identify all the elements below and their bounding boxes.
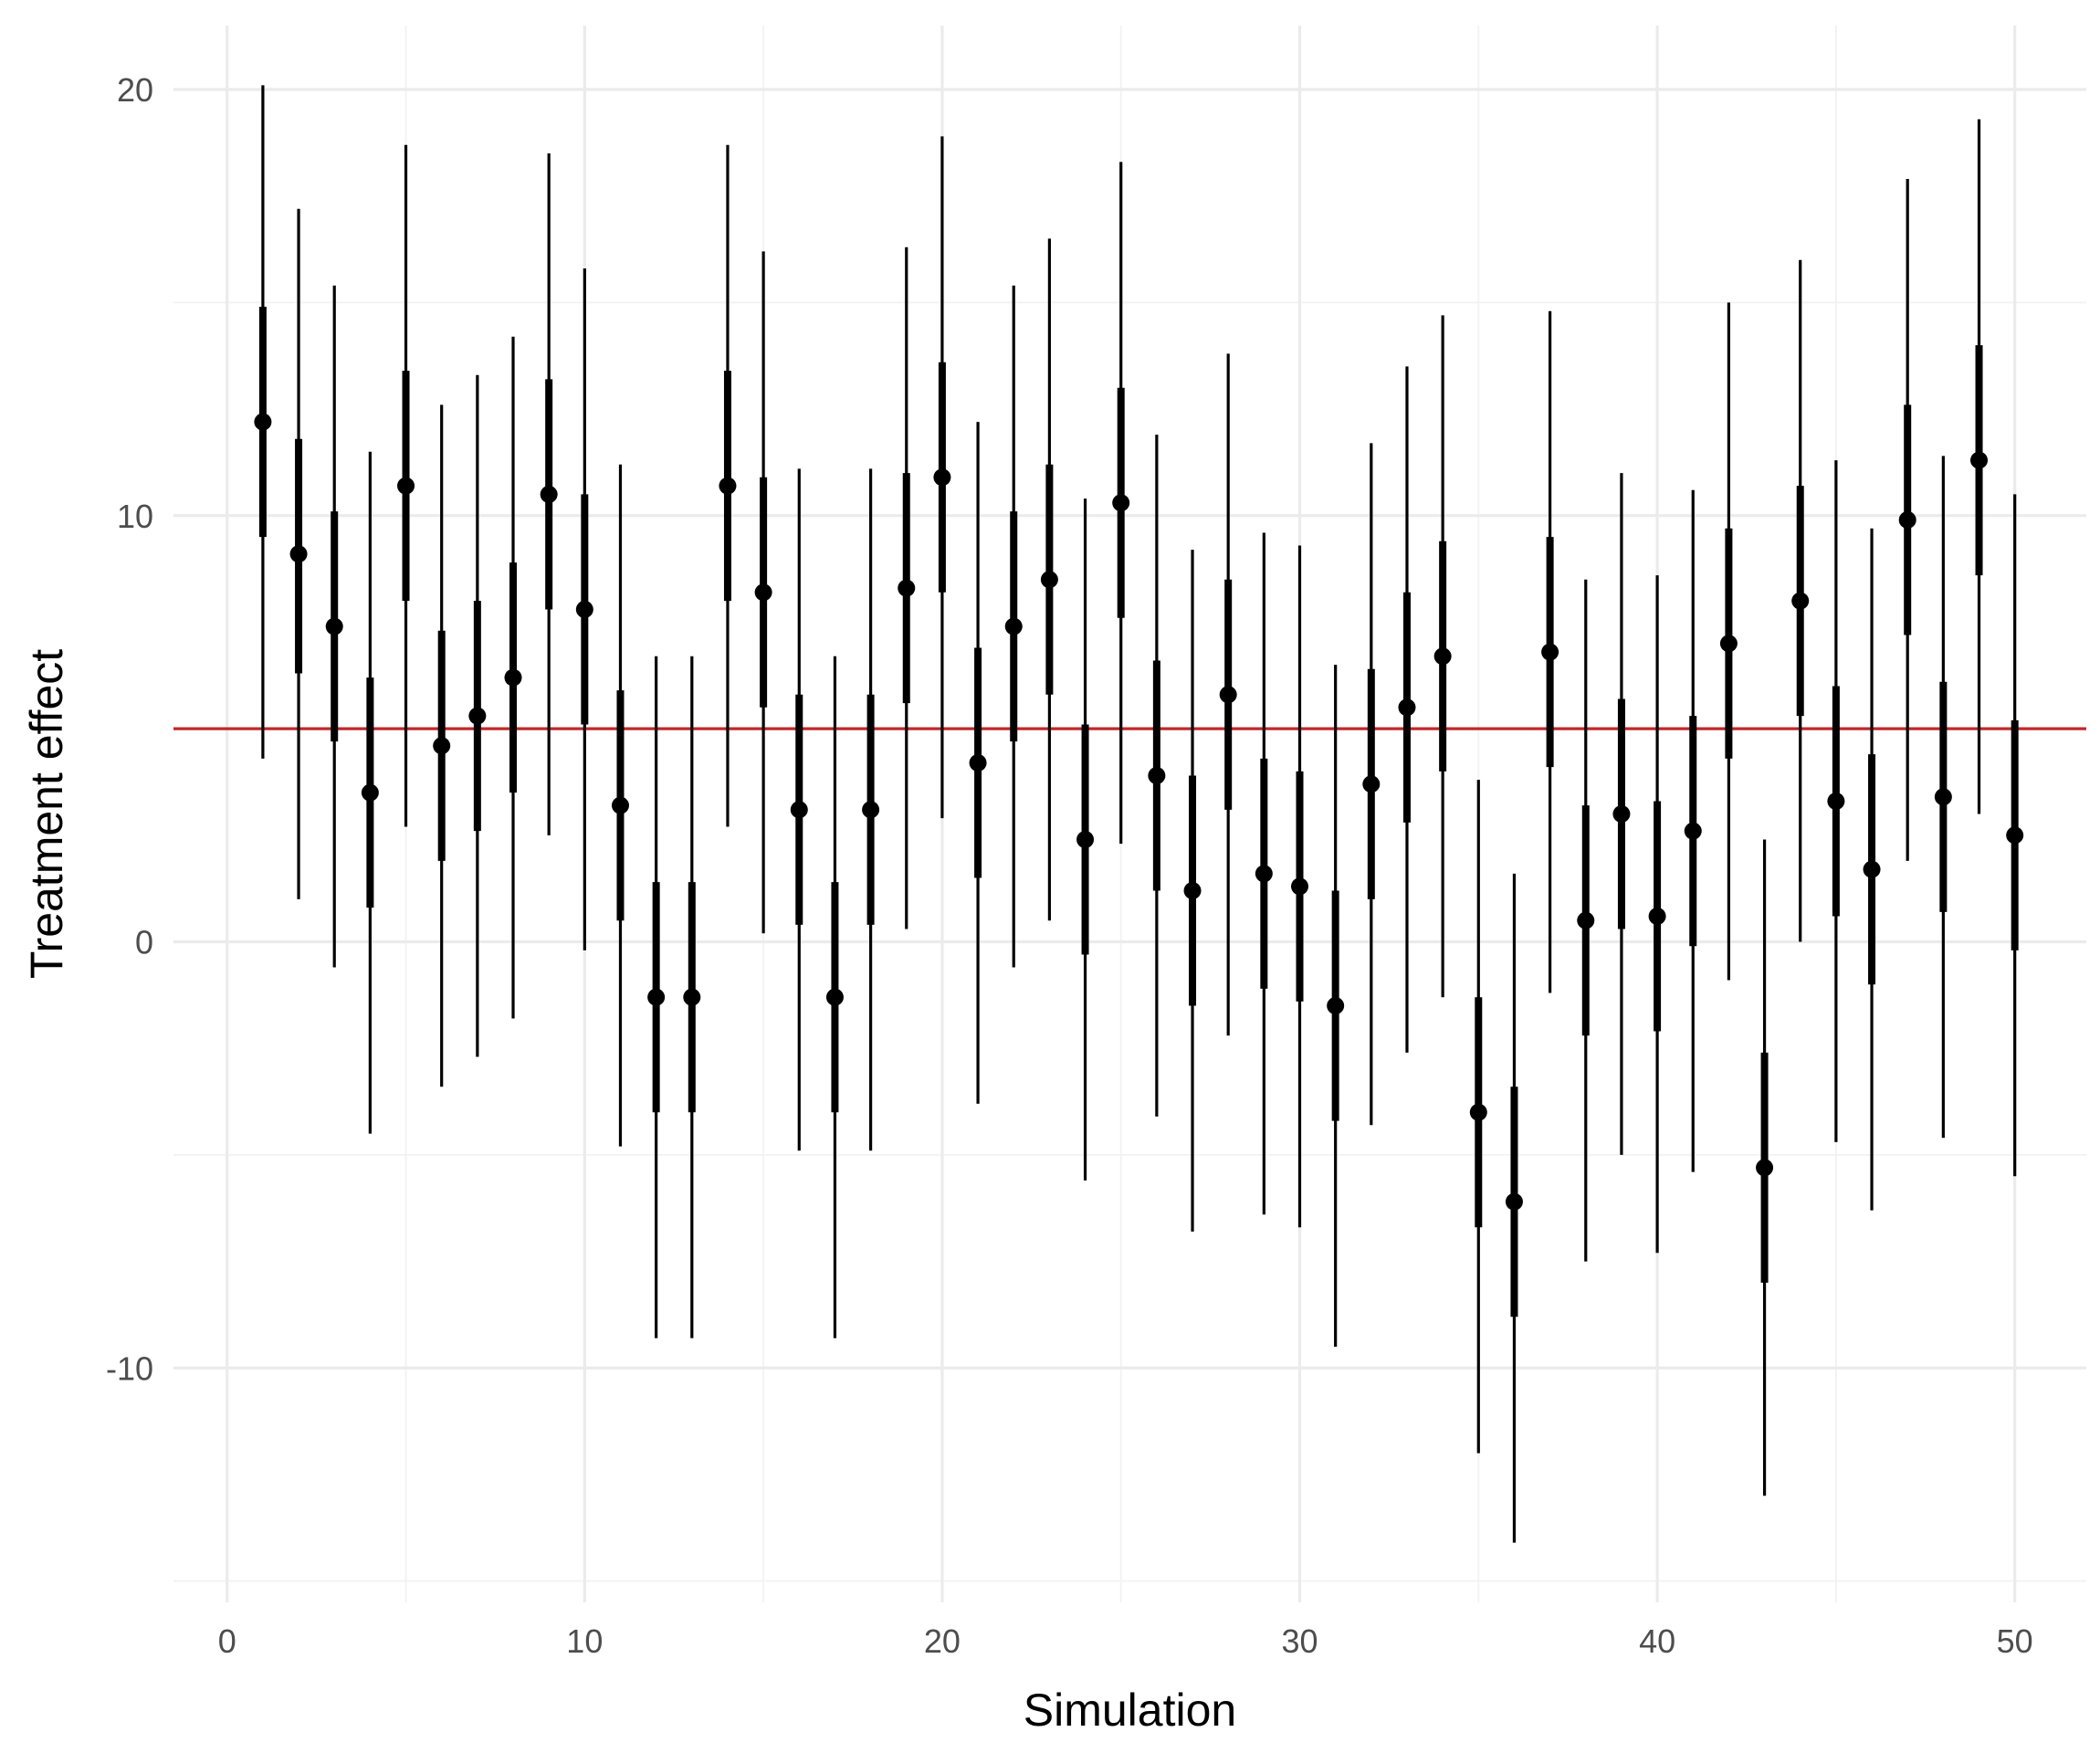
point-estimate xyxy=(1183,882,1202,900)
point-estimate xyxy=(1112,494,1130,512)
point-estimate xyxy=(254,413,272,431)
point-estimate xyxy=(754,583,772,602)
x-tick-label: 40 xyxy=(1639,1622,1675,1660)
point-estimate xyxy=(1541,643,1559,661)
point-estimate xyxy=(825,988,844,1006)
point-estimate xyxy=(361,783,379,802)
point-estimate xyxy=(1898,510,1916,529)
point-estimate xyxy=(1719,635,1738,653)
point-estimate xyxy=(397,477,415,495)
x-tick-label: 50 xyxy=(1997,1622,2033,1660)
point-estimate xyxy=(1469,1103,1487,1121)
point-estimate xyxy=(1291,877,1309,896)
point-estimate xyxy=(790,801,808,819)
point-estimate xyxy=(1255,865,1273,883)
x-axis-title: Simulation xyxy=(1024,1685,1236,1736)
point-estimate xyxy=(1684,822,1702,840)
point-estimate xyxy=(1756,1159,1774,1177)
x-tick-label: 0 xyxy=(218,1622,236,1660)
point-estimate xyxy=(1863,860,1881,878)
y-tick-label: -10 xyxy=(106,1349,153,1387)
point-estimate xyxy=(933,468,951,487)
point-estimate xyxy=(1827,792,1845,810)
point-estimate xyxy=(1040,571,1058,589)
point-estimate xyxy=(719,477,737,495)
point-estimate xyxy=(1398,698,1416,717)
point-estimate xyxy=(898,579,916,597)
point-estimate xyxy=(289,545,308,563)
point-estimate xyxy=(1577,911,1595,929)
point-estimate xyxy=(1362,775,1381,793)
point-estimate xyxy=(1505,1192,1523,1211)
x-tick-label: 30 xyxy=(1281,1622,1318,1660)
x-tick-label: 10 xyxy=(566,1622,603,1660)
point-estimate xyxy=(647,988,666,1006)
point-estimate xyxy=(325,617,343,635)
point-estimate xyxy=(468,707,487,725)
point-estimate xyxy=(969,753,987,772)
point-estimate xyxy=(540,485,558,503)
point-estimate xyxy=(1148,766,1166,784)
point-estimate xyxy=(862,801,880,819)
point-estimate xyxy=(1612,805,1631,823)
point-estimate xyxy=(1791,592,1810,610)
y-tick-label: 0 xyxy=(135,924,153,961)
point-estimate xyxy=(504,668,522,687)
point-estimate xyxy=(1076,831,1095,849)
marks-layer xyxy=(254,85,2024,1543)
point-estimate xyxy=(1219,686,1237,704)
y-tick-label: 10 xyxy=(117,498,153,535)
point-estimate xyxy=(1648,908,1666,926)
point-estimate xyxy=(1970,451,1989,469)
x-tick-label: 20 xyxy=(924,1622,961,1660)
point-estimate xyxy=(1433,647,1452,666)
point-estimate xyxy=(2006,826,2024,845)
point-estimate xyxy=(611,796,629,814)
point-estimate xyxy=(1327,997,1345,1015)
y-axis-title: Treatment effect xyxy=(21,649,72,979)
point-estimate xyxy=(575,600,593,618)
tick-labels-layer: 0 10 20 30 40 50 -10 0 10 20 xyxy=(106,71,2033,1660)
point-estimate xyxy=(683,988,701,1006)
point-estimate xyxy=(433,737,451,755)
y-tick-label: 20 xyxy=(117,71,153,109)
point-estimate xyxy=(1934,788,1952,806)
point-estimate xyxy=(1004,617,1023,635)
